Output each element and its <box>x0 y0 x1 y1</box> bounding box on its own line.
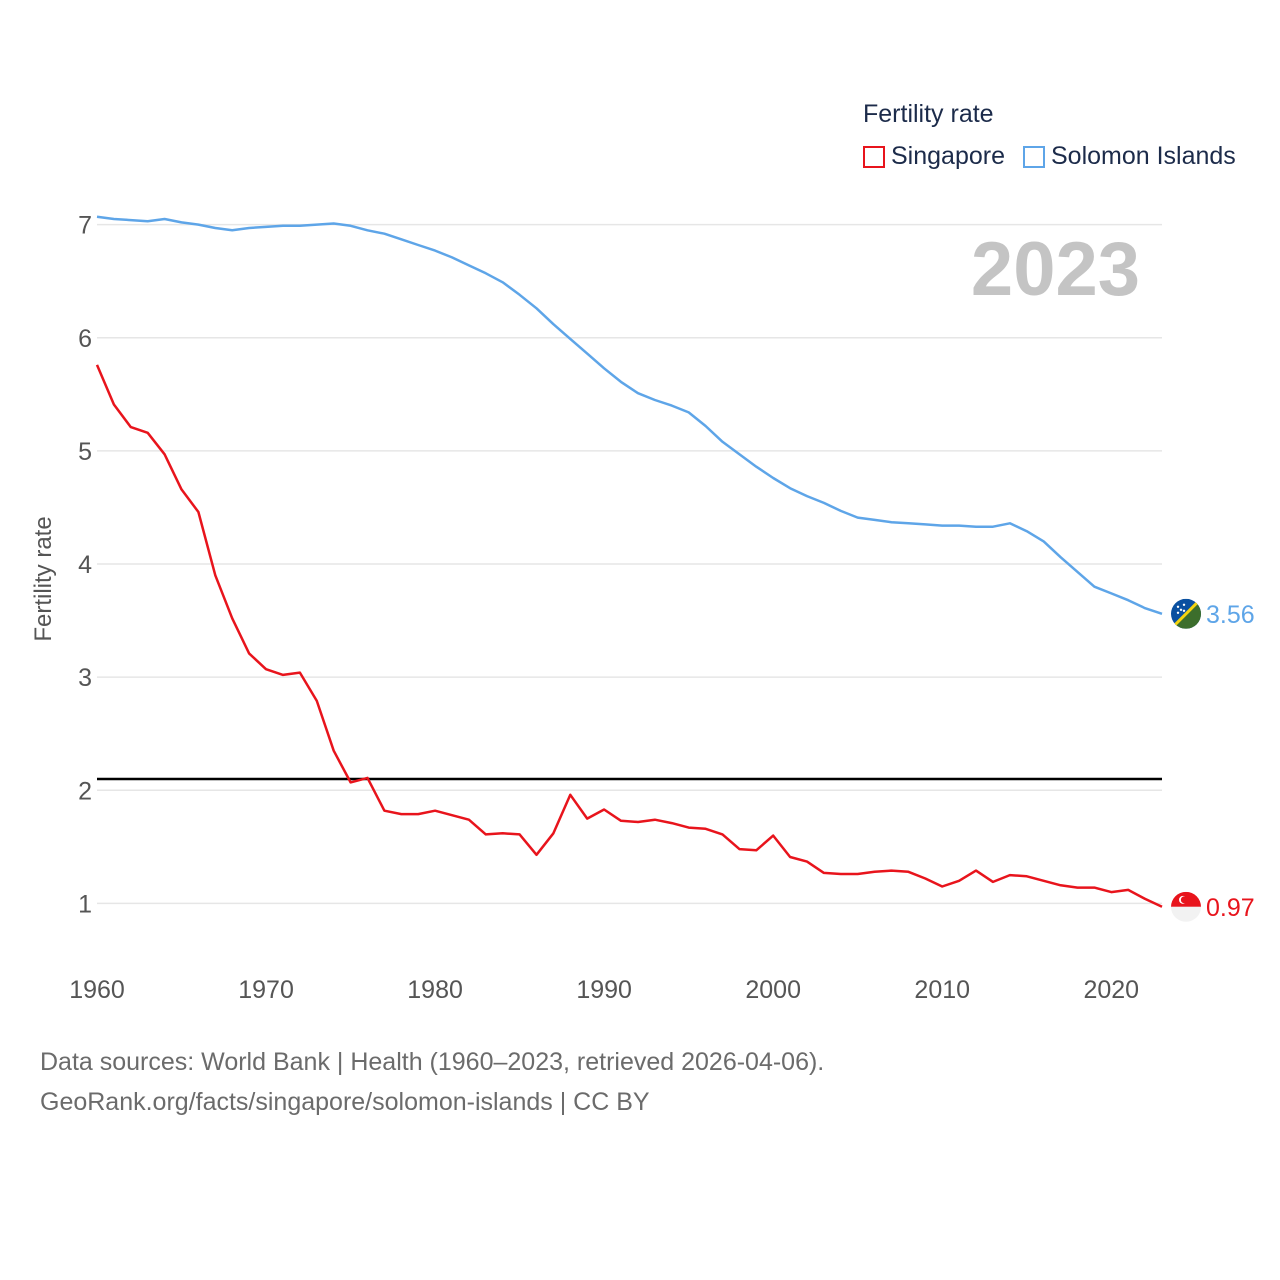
y-tick-label: 3 <box>78 664 92 692</box>
x-tick-label: 1980 <box>407 976 463 1004</box>
singapore-flag-icon <box>1171 891 1201 922</box>
end-value-label-singapore: 0.97 <box>1206 894 1255 922</box>
y-axis-ticks: 1 2 3 4 5 6 7 <box>78 212 92 919</box>
footer-sources: Data sources: World Bank | Health (1960–… <box>40 1048 825 1076</box>
x-tick-label: 2000 <box>745 976 801 1004</box>
grid <box>97 223 1162 905</box>
legend-item-solomon-islands[interactable]: Solomon Islands <box>1022 142 1236 171</box>
x-tick-label: 1990 <box>576 976 632 1004</box>
series-group <box>95 215 1163 908</box>
legend-label-solomon-islands: Solomon Islands <box>1050 142 1236 170</box>
series-line-singapore[interactable] <box>95 364 1163 908</box>
series-line-solomon-islands[interactable] <box>96 215 1163 615</box>
legend-swatch-singapore <box>863 145 885 168</box>
legend-title: Fertility rate <box>863 100 994 128</box>
year-stamp: 2023 <box>970 227 1140 312</box>
legend: Singapore Solomon Islands <box>863 142 1254 171</box>
y-tick-label: 6 <box>78 325 92 353</box>
x-tick-label: 2020 <box>1083 976 1139 1004</box>
y-tick-label: 4 <box>78 551 92 579</box>
y-tick-label: 1 <box>78 890 92 918</box>
legend-swatch-solomon-islands <box>1022 145 1045 168</box>
x-tick-label: 2010 <box>914 976 970 1004</box>
footer-link[interactable]: GeoRank.org/facts/singapore/solomon-isla… <box>40 1088 650 1116</box>
y-tick-label: 2 <box>78 777 92 805</box>
y-axis-label: Fertility rate <box>30 516 57 641</box>
end-value-label-solomon-islands: 3.56 <box>1206 601 1255 629</box>
x-tick-label: 1970 <box>238 976 294 1004</box>
y-tick-label: 5 <box>78 438 92 466</box>
solomon-islands-flag-icon <box>1171 598 1201 629</box>
y-tick-label: 7 <box>78 212 92 240</box>
legend-item-singapore[interactable]: Singapore <box>863 142 1005 171</box>
end-labels: 0.97 3.56 <box>1171 598 1255 922</box>
x-tick-label: 1960 <box>69 976 125 1004</box>
footer: Data sources: World Bank | Health (1960–… <box>40 1042 824 1122</box>
legend-label-singapore: Singapore <box>891 142 1005 170</box>
x-axis-ticks: 1960 1970 1980 1990 2000 2010 2020 <box>69 976 1139 1004</box>
